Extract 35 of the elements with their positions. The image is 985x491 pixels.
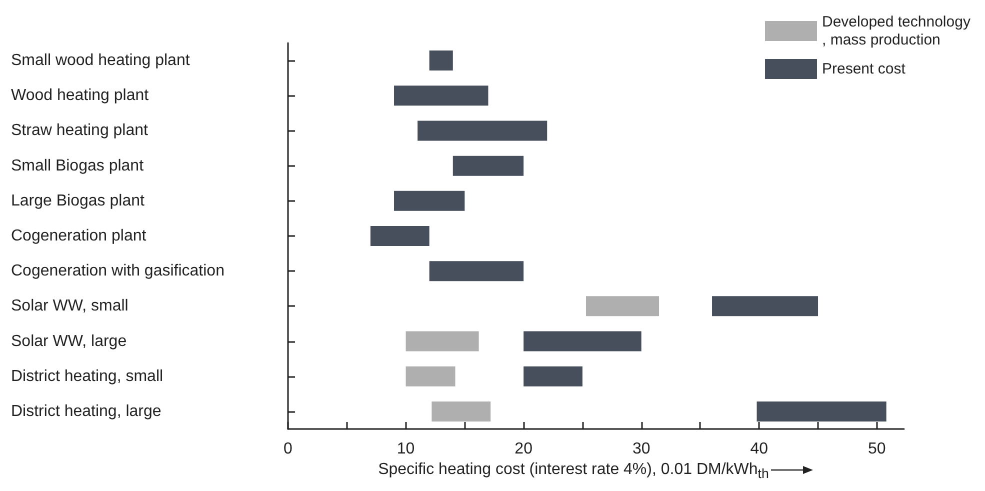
- bar: [429, 261, 524, 282]
- x-tick-label: 20: [514, 440, 533, 458]
- x-tick-label: 0: [284, 440, 293, 458]
- y-tick-label: Wood heating plant: [11, 87, 150, 104]
- y-tick-label: Solar WW, large: [11, 332, 127, 350]
- x-tick-label: 50: [868, 440, 886, 458]
- bar: [524, 366, 582, 386]
- y-tick-label: Solar WW, small: [11, 298, 128, 315]
- bar: [429, 50, 453, 71]
- x-tick-label: 40: [750, 440, 768, 458]
- bar: [524, 331, 642, 352]
- legend-label: Present cost: [822, 60, 906, 78]
- x-tick-label: 10: [396, 440, 415, 458]
- y-tick-label: District heating, large: [11, 402, 162, 420]
- y-tick-label: Large Biogas plant: [11, 192, 145, 210]
- x-axis-title: Specific heating cost (interest rate 4%), 0.01 DM/kWh$_{th}$: [378, 460, 769, 481]
- x-tick-label: 30: [632, 440, 650, 458]
- bar: [394, 190, 465, 211]
- y-tick-label: Small Biogas plant: [11, 157, 144, 174]
- bar: [370, 226, 430, 246]
- y-tick-label: District heating, small: [11, 368, 164, 385]
- bar: [452, 156, 524, 176]
- bar: [432, 401, 491, 422]
- y-tick-label: Small wood heating plant: [11, 52, 190, 70]
- y-tick-label: Cogeneration plant: [11, 228, 147, 244]
- bar: [406, 366, 456, 386]
- bar: [406, 331, 479, 352]
- y-tick-label: Straw heating plant: [11, 122, 149, 140]
- bar: [712, 296, 818, 316]
- bar: [586, 296, 660, 316]
- legend-label: Developed technology, mass production: [822, 14, 971, 48]
- bar: [394, 86, 488, 106]
- y-tick-label: Cogeneration with gasification: [11, 262, 224, 280]
- bar: [756, 401, 886, 422]
- bar: [418, 120, 548, 141]
